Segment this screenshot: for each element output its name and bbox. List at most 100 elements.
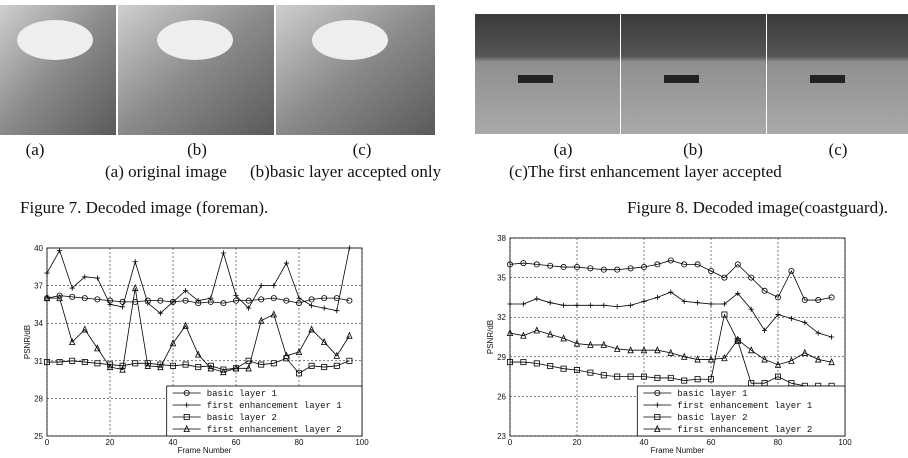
panel-label: (c) — [353, 140, 372, 159]
marker — [220, 368, 227, 376]
marker — [788, 315, 794, 322]
marker — [614, 304, 620, 310]
marker — [270, 310, 278, 318]
marker — [283, 351, 290, 359]
marker — [245, 357, 252, 364]
marker — [333, 351, 341, 359]
marker — [346, 331, 353, 339]
legend-box — [636, 385, 846, 437]
x-tick-label: 40 — [640, 438, 649, 447]
legend-label: basic layer 2 — [207, 413, 277, 423]
chart: 23 26 29 32 35 38 0 20 40 60 80 100 Frame Number PSNR… — [486, 234, 852, 455]
marker — [654, 261, 661, 268]
marker — [828, 358, 835, 366]
marker — [614, 266, 621, 273]
marker — [600, 340, 608, 348]
x-tick-label: 100 — [355, 438, 369, 447]
marker — [668, 289, 674, 295]
marker — [145, 300, 151, 306]
marker — [762, 327, 768, 333]
marker — [68, 337, 76, 345]
x-tick-label: 60 — [707, 438, 716, 447]
marker — [641, 264, 648, 271]
marker — [654, 346, 661, 354]
marker — [694, 355, 701, 363]
y-tick-label: 35 — [497, 274, 506, 283]
marker — [220, 300, 227, 307]
marker — [44, 270, 50, 276]
marker — [815, 330, 821, 336]
marker — [283, 297, 290, 304]
marker — [641, 373, 648, 380]
marker — [814, 355, 822, 363]
marker — [157, 363, 164, 371]
marker — [296, 295, 302, 301]
x-tick-label: 20 — [106, 438, 115, 447]
marker — [801, 297, 808, 304]
x-tick-label: 100 — [838, 438, 852, 447]
marker — [721, 311, 728, 318]
legend-label: first enhancement layer 2 — [677, 425, 812, 435]
marker — [587, 340, 594, 348]
marker — [195, 298, 201, 304]
marker — [270, 295, 277, 302]
marker — [43, 294, 51, 302]
marker — [346, 245, 352, 251]
marker — [694, 261, 701, 268]
marker — [182, 361, 189, 368]
marker — [654, 402, 660, 408]
marker — [183, 389, 190, 396]
marker — [801, 348, 809, 356]
figure-caption: Figure 8. Decoded image(coastguard). — [627, 198, 888, 217]
marker — [44, 359, 51, 366]
marker — [681, 377, 688, 384]
marker — [802, 319, 808, 326]
marker — [788, 356, 795, 364]
marker — [721, 274, 728, 281]
marker — [295, 370, 302, 377]
marker — [57, 247, 63, 254]
marker — [534, 296, 540, 302]
figure-caption: Figure 7. Decoded image (foreman). — [20, 198, 268, 217]
marker — [195, 364, 202, 371]
marker — [308, 325, 315, 333]
panel-label: (b) — [187, 140, 207, 159]
marker — [560, 264, 567, 271]
y-tick-label: 32 — [497, 313, 506, 322]
y-tick-label: 28 — [34, 394, 43, 403]
marker — [271, 283, 277, 289]
marker — [667, 374, 674, 381]
marker — [734, 335, 742, 343]
marker — [144, 361, 152, 369]
marker — [320, 337, 328, 345]
marker — [547, 363, 554, 370]
marker — [828, 294, 835, 301]
marker — [82, 274, 88, 280]
marker — [600, 372, 607, 379]
legend-box — [166, 385, 363, 437]
x-tick-label: 0 — [45, 438, 50, 447]
marker — [170, 299, 176, 305]
marker — [546, 330, 554, 338]
x-tick-label: 80 — [774, 438, 783, 447]
marker — [533, 326, 541, 334]
marker — [56, 359, 63, 366]
marker — [815, 297, 822, 304]
marker — [573, 339, 581, 347]
panel-label: (a) — [554, 140, 573, 159]
marker — [761, 355, 768, 363]
marker — [194, 350, 202, 358]
coastguard-photos — [475, 14, 908, 134]
x-tick-label: 20 — [573, 438, 582, 447]
marker — [587, 302, 593, 308]
y-tick-label: 34 — [34, 319, 43, 328]
marker — [788, 267, 795, 274]
marker — [506, 328, 514, 337]
marker — [334, 308, 340, 314]
marker — [533, 261, 540, 268]
marker — [506, 261, 513, 268]
legend-label: first enhancement layer 1 — [207, 401, 342, 411]
marker — [94, 344, 101, 352]
marker — [207, 364, 215, 372]
